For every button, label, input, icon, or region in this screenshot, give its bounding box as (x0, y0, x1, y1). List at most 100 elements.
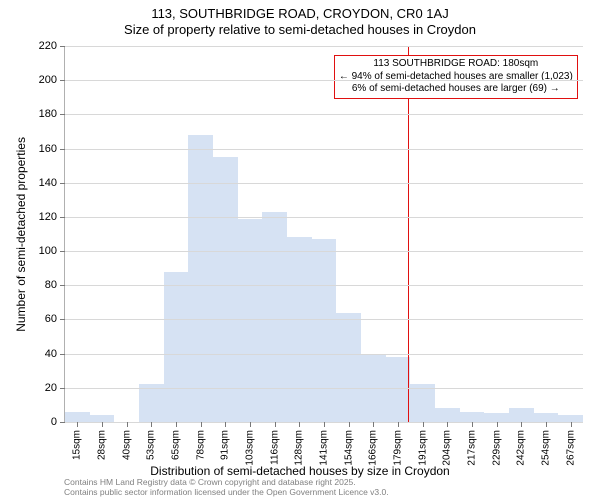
histogram-bar (435, 408, 461, 422)
ytick-mark (60, 46, 65, 47)
gridline-h (65, 354, 583, 355)
xtick-label: 91sqm (220, 430, 231, 460)
xtick-mark (102, 422, 103, 427)
ytick-mark (60, 114, 65, 115)
ytick-label: 140 (39, 177, 57, 189)
xtick-mark (373, 422, 374, 427)
xtick-label: 78sqm (195, 430, 206, 460)
xtick-label: 229sqm (491, 430, 502, 466)
histogram-bar (336, 313, 362, 422)
xtick-label: 267sqm (565, 430, 576, 466)
histogram-bar (312, 239, 338, 422)
xtick-label: 166sqm (368, 430, 379, 466)
xtick-mark (299, 422, 300, 427)
xtick-mark (127, 422, 128, 427)
histogram-bar (509, 408, 535, 422)
ytick-label: 200 (39, 74, 57, 86)
ytick-mark (60, 285, 65, 286)
ytick-label: 100 (39, 245, 57, 257)
xtick-mark (349, 422, 350, 427)
xtick-mark (447, 422, 448, 427)
ytick-label: 40 (45, 348, 57, 360)
ytick-mark (60, 149, 65, 150)
xtick-label: 65sqm (171, 430, 182, 460)
gridline-h (65, 46, 583, 47)
xtick-mark (398, 422, 399, 427)
xtick-mark (472, 422, 473, 427)
histogram-bar (65, 412, 91, 422)
xtick-label: 141sqm (319, 430, 330, 466)
xtick-label: 242sqm (516, 430, 527, 466)
gridline-h (65, 388, 583, 389)
xtick-mark (275, 422, 276, 427)
ytick-label: 60 (45, 313, 57, 325)
xtick-label: 204sqm (442, 430, 453, 466)
ytick-label: 20 (45, 382, 57, 394)
ytick-mark (60, 217, 65, 218)
gridline-h (65, 217, 583, 218)
gridline-h (65, 114, 583, 115)
histogram-chart: 113 SOUTHBRIDGE ROAD: 180sqm← 94% of sem… (64, 46, 583, 423)
xtick-label: 116sqm (269, 430, 280, 465)
xtick-label: 53sqm (146, 430, 157, 460)
annotation-line: 6% of semi-detached houses are larger (6… (339, 83, 573, 96)
ytick-mark (60, 80, 65, 81)
histogram-bar (410, 384, 436, 422)
histogram-bar (213, 157, 239, 422)
annotation-line: ← 94% of semi-detached houses are smalle… (339, 71, 573, 84)
xtick-mark (176, 422, 177, 427)
xtick-label: 154sqm (343, 430, 354, 466)
ytick-label: 120 (39, 211, 57, 223)
ytick-label: 80 (45, 279, 57, 291)
ytick-label: 0 (51, 416, 57, 428)
histogram-bar (90, 415, 116, 422)
xtick-label: 254sqm (541, 430, 552, 466)
xtick-mark (151, 422, 152, 427)
xtick-label: 40sqm (121, 430, 132, 460)
xtick-mark (521, 422, 522, 427)
histogram-bar (460, 412, 486, 422)
histogram-bar (188, 135, 214, 422)
ytick-mark (60, 251, 65, 252)
y-axis-label: Number of semi-detached properties (14, 137, 28, 332)
reference-vline (408, 46, 409, 422)
xtick-mark (77, 422, 78, 427)
xtick-mark (324, 422, 325, 427)
annotation-box: 113 SOUTHBRIDGE ROAD: 180sqm← 94% of sem… (334, 55, 578, 99)
xtick-mark (201, 422, 202, 427)
annotation-line: 113 SOUTHBRIDGE ROAD: 180sqm (339, 58, 573, 71)
xtick-label: 128sqm (294, 430, 305, 466)
xtick-label: 217sqm (467, 430, 478, 466)
bars-container (65, 46, 583, 422)
ytick-mark (60, 422, 65, 423)
footer-line: Contains public sector information licen… (64, 487, 389, 498)
xtick-mark (497, 422, 498, 427)
histogram-bar (287, 237, 313, 422)
gridline-h (65, 149, 583, 150)
gridline-h (65, 251, 583, 252)
histogram-bar (558, 415, 584, 422)
ytick-mark (60, 388, 65, 389)
title-main: 113, SOUTHBRIDGE ROAD, CROYDON, CR0 1AJ (0, 0, 600, 21)
xtick-label: 103sqm (245, 430, 256, 466)
xtick-label: 15sqm (72, 430, 83, 460)
xtick-mark (571, 422, 572, 427)
xtick-mark (546, 422, 547, 427)
ytick-mark (60, 319, 65, 320)
footer-line: Contains HM Land Registry data © Crown c… (64, 477, 389, 488)
histogram-bar (534, 413, 560, 422)
gridline-h (65, 80, 583, 81)
footer-attribution: Contains HM Land Registry data © Crown c… (64, 477, 389, 498)
ytick-mark (60, 183, 65, 184)
gridline-h (65, 319, 583, 320)
xtick-mark (250, 422, 251, 427)
ytick-label: 220 (39, 40, 57, 52)
histogram-bar (484, 413, 510, 422)
ytick-mark (60, 354, 65, 355)
gridline-h (65, 183, 583, 184)
histogram-bar (262, 212, 288, 422)
histogram-bar (164, 272, 190, 422)
ytick-label: 160 (39, 143, 57, 155)
xtick-mark (225, 422, 226, 427)
xtick-label: 179sqm (393, 430, 404, 466)
